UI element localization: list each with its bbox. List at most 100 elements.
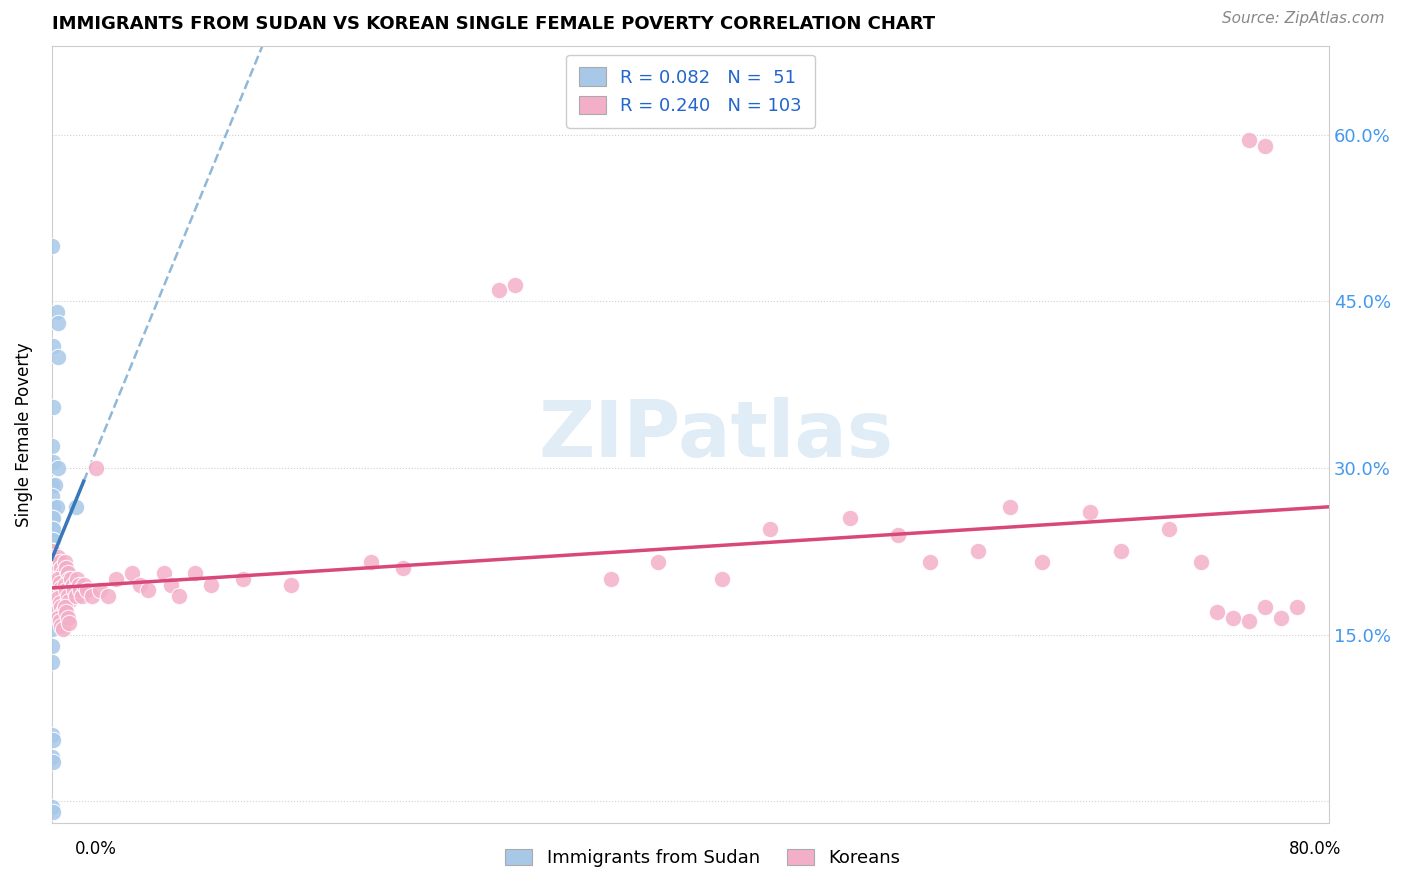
Point (42, 594, 65, 608)
Point (89, 583, 111, 598)
Point (51, 618, 73, 632)
Point (65, 500, 87, 514)
Point (48, 555, 70, 569)
Point (160, 577, 183, 591)
Point (44, 611, 66, 625)
Text: IMMIGRANTS FROM SUDAN VS KOREAN SINGLE FEMALE POVERTY CORRELATION CHART: IMMIGRANTS FROM SUDAN VS KOREAN SINGLE F… (52, 15, 935, 33)
Point (918, 555, 941, 569)
Point (42, 594, 65, 608)
Point (1189, 555, 1212, 569)
Point (44, 585, 66, 599)
Point (1206, 606, 1229, 620)
Point (599, 572, 621, 586)
Point (42, 339, 65, 353)
Point (42, 583, 65, 598)
Point (488, 283, 510, 297)
Point (41, 572, 63, 586)
Point (41, 589, 63, 603)
Point (232, 572, 254, 586)
Point (53, 577, 76, 591)
Point (42, 577, 65, 591)
Point (42, 511, 65, 525)
Point (41, 591, 63, 605)
Point (46, 549, 69, 564)
Point (45, 588, 67, 602)
Point (41, 599, 63, 614)
Point (152, 566, 174, 581)
Point (44, 552, 66, 566)
Point (41, 799, 63, 814)
Point (55, 606, 77, 620)
Point (1286, 599, 1309, 614)
Point (42, 574, 65, 589)
Point (55, 583, 77, 598)
Point (41, 594, 63, 608)
Point (887, 527, 910, 541)
Point (41, 489, 63, 503)
Point (121, 566, 143, 581)
Point (41, 577, 63, 591)
Point (52, 606, 75, 620)
Point (1237, 133, 1260, 147)
Point (200, 577, 222, 591)
Point (80, 589, 103, 603)
Point (48, 576, 70, 591)
Point (45, 599, 67, 614)
Y-axis label: Single Female Poverty: Single Female Poverty (15, 343, 32, 527)
Point (360, 555, 382, 569)
Point (45, 579, 67, 593)
Point (42, 549, 65, 564)
Point (392, 561, 415, 575)
Point (67, 577, 90, 591)
Text: Source: ZipAtlas.com: Source: ZipAtlas.com (1222, 11, 1385, 26)
Point (86, 461, 108, 475)
Point (42, 500, 65, 514)
Point (46, 591, 69, 605)
Point (42, 522, 65, 536)
Point (759, 522, 782, 536)
Point (136, 583, 159, 598)
Text: 0.0%: 0.0% (75, 840, 117, 858)
Point (1159, 522, 1181, 536)
Point (52, 622, 75, 636)
Point (42, 455, 65, 469)
Point (58, 594, 80, 608)
Point (42, 616, 65, 631)
Point (1270, 611, 1292, 625)
Point (52, 566, 75, 581)
Point (53, 555, 76, 569)
Point (58, 572, 80, 586)
Point (1111, 544, 1133, 558)
Point (41, 639, 63, 653)
Point (41, 572, 63, 586)
Point (45, 500, 67, 514)
Point (839, 511, 862, 525)
Point (69, 583, 91, 598)
Point (62, 577, 84, 591)
Point (41, 583, 63, 598)
Point (41, 533, 63, 548)
Point (647, 555, 669, 569)
Point (42, 563, 65, 577)
Point (1254, 138, 1277, 153)
Text: ZIPatlas: ZIPatlas (538, 397, 893, 473)
Point (56, 611, 79, 625)
Point (70, 589, 93, 603)
Point (42, 566, 65, 581)
Point (42, 733, 65, 747)
Point (56, 566, 79, 581)
Point (41, 728, 63, 742)
Point (169, 589, 191, 603)
Point (45, 570, 67, 584)
Point (41, 544, 63, 558)
Point (1078, 505, 1101, 519)
Point (44, 566, 66, 581)
Point (41, 561, 63, 575)
Point (46, 572, 69, 586)
Point (51, 581, 73, 595)
Point (56, 589, 79, 603)
Point (48, 614, 70, 628)
Point (51, 599, 73, 614)
Point (280, 577, 302, 591)
Point (45, 305, 67, 319)
